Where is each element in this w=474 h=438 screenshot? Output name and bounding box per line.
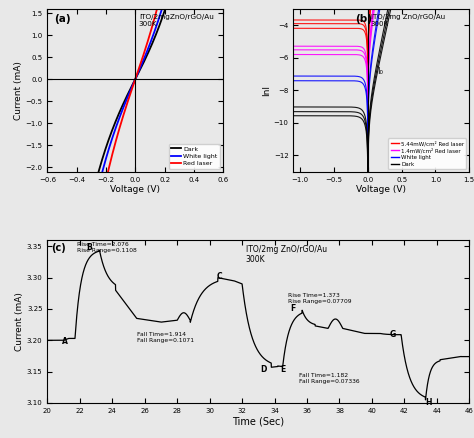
Text: E: E <box>280 364 285 374</box>
Dark <box>157 22 163 27</box>
Red laser <box>126 97 131 102</box>
Dark <box>126 91 131 96</box>
Line: Red laser: Red laser <box>62 0 209 438</box>
Dark <box>146 49 151 55</box>
Text: Fall Time=1.182
Fall Range=0.07336: Fall Time=1.182 Fall Range=0.07336 <box>299 373 359 384</box>
X-axis label: Time (Sec): Time (Sec) <box>232 417 284 427</box>
Text: B: B <box>86 243 91 252</box>
White light <box>97 180 102 185</box>
Text: (b): (b) <box>355 14 372 24</box>
Legend: Dark, White light, Red laser: Dark, White light, Red laser <box>169 144 220 169</box>
Y-axis label: lnI: lnI <box>262 85 271 96</box>
Text: G: G <box>390 329 396 339</box>
Y-axis label: Current (mA): Current (mA) <box>15 292 24 351</box>
X-axis label: Voltage (V): Voltage (V) <box>110 185 160 194</box>
Red laser <box>97 208 102 213</box>
White light <box>146 45 151 50</box>
White light <box>157 13 163 18</box>
Text: ITO/2mg ZnO/rGO/Au
300K: ITO/2mg ZnO/rGO/Au 300K <box>246 245 327 265</box>
Text: Fall Time=1.914
Fall Range=0.1071: Fall Time=1.914 Fall Range=0.1071 <box>137 332 194 343</box>
Text: Rise Time=2.076
Rise Range=0.1108: Rise Time=2.076 Rise Range=0.1108 <box>77 242 137 253</box>
Text: C: C <box>217 272 222 281</box>
Y-axis label: Current (mA): Current (mA) <box>14 61 23 120</box>
Red laser <box>146 37 151 42</box>
White light <box>85 235 91 240</box>
Line: White light: White light <box>62 0 209 438</box>
Text: Rise Time=1.373
Rise Range=0.07709: Rise Time=1.373 Rise Range=0.07709 <box>288 293 351 304</box>
Text: ITO/2mg ZnO/rGO/Au
300K: ITO/2mg ZnO/rGO/Au 300K <box>371 14 445 27</box>
Legend: 5.44mW/cm² Red laser, 1.4mW/cm² Red laser, White light, Dark: 5.44mW/cm² Red laser, 1.4mW/cm² Red lase… <box>388 138 466 169</box>
Text: A: A <box>62 337 68 346</box>
Text: I₀: I₀ <box>377 67 383 76</box>
Dark <box>85 213 91 218</box>
Dark <box>59 396 65 401</box>
White light <box>126 93 131 98</box>
Text: (c): (c) <box>52 244 66 253</box>
Text: (a): (a) <box>55 14 71 24</box>
Text: D: D <box>260 365 266 374</box>
Text: F: F <box>291 304 296 313</box>
Line: Dark: Dark <box>62 0 209 398</box>
Text: ITO/2mgZnO/rGO/Au
300K: ITO/2mgZnO/rGO/Au 300K <box>139 14 214 27</box>
Text: H: H <box>426 399 432 407</box>
X-axis label: Voltage (V): Voltage (V) <box>356 185 406 194</box>
Red laser <box>85 279 91 284</box>
Dark <box>97 165 102 170</box>
